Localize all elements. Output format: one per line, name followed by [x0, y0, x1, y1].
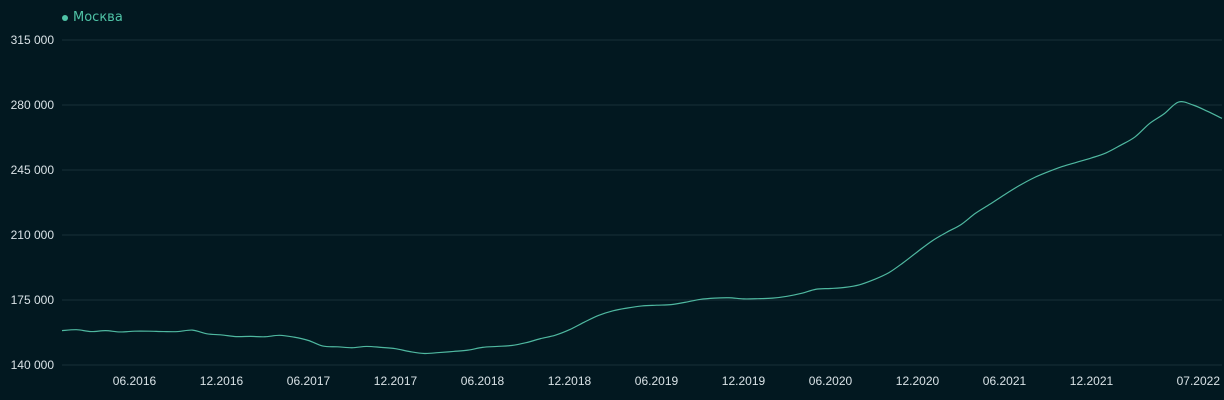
- x-tick-label: 12.2016: [200, 374, 244, 388]
- x-tick-label: 07.2022: [1177, 374, 1221, 388]
- x-tick-label: 12.2020: [896, 374, 940, 388]
- x-tick-label: 12.2019: [722, 374, 766, 388]
- x-tick-label: 06.2018: [461, 374, 505, 388]
- legend[interactable]: Москва: [62, 10, 123, 25]
- x-tick-label: 06.2021: [983, 374, 1027, 388]
- legend-label: Москва: [73, 10, 123, 25]
- x-tick-label: 06.2017: [287, 374, 331, 388]
- grid-layer: [62, 39, 1222, 366]
- x-tick-label: 12.2021: [1070, 374, 1114, 388]
- y-tick-label: 175 000: [11, 293, 55, 307]
- x-tick-label: 12.2017: [374, 374, 418, 388]
- y-tick-label: 245 000: [11, 163, 55, 177]
- x-tick-label: 06.2016: [113, 374, 157, 388]
- y-tick-label: 280 000: [11, 98, 55, 112]
- y-tick-label: 140 000: [11, 358, 55, 372]
- x-tick-label: 12.2018: [548, 374, 592, 388]
- legend-marker-icon: [62, 14, 68, 21]
- x-axis-ticks: 06.2016 12.2016 06.2017 12.2017 06.2018 12.20…: [113, 374, 1221, 388]
- series-layer: [61, 101, 1223, 355]
- x-tick-label: 06.2019: [635, 374, 679, 388]
- y-tick-label: 210 000: [11, 228, 55, 242]
- x-tick-label: 06.2020: [809, 374, 853, 388]
- y-tick-label: 315 000: [11, 33, 55, 47]
- y-axis-ticks: 140 000 175 000 210 000 245 000 280 000 315 0…: [11, 33, 55, 372]
- series-line-0[interactable]: [61, 101, 1223, 355]
